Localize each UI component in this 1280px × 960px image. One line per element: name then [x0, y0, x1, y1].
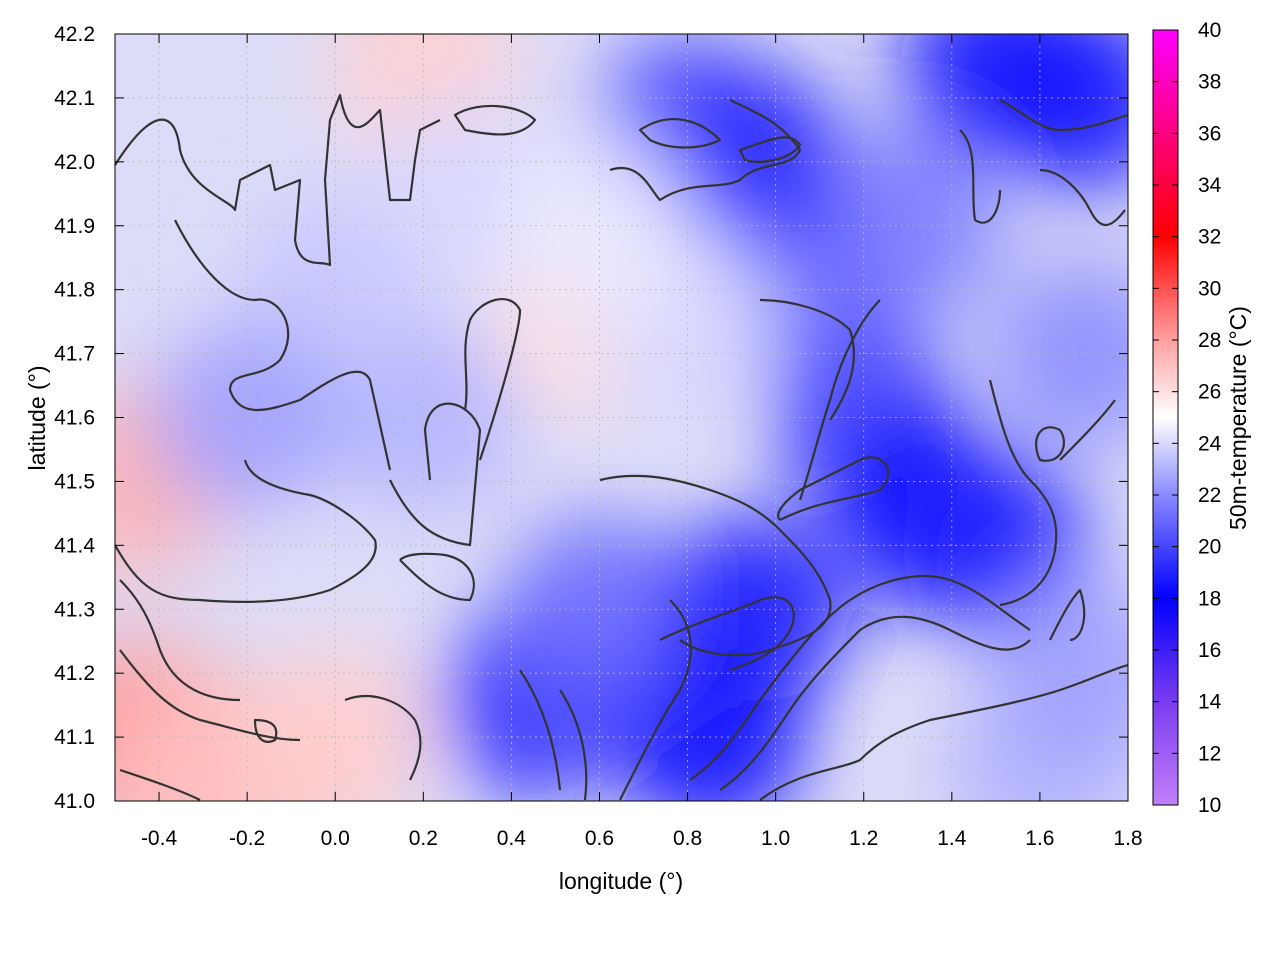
colorbar-tick-label: 20	[1198, 536, 1221, 559]
x-tick-label: 1.6	[1025, 827, 1054, 850]
x-tick-label: 0.0	[321, 827, 350, 850]
colorbar-tick-label: 26	[1198, 381, 1221, 404]
contour-line	[689, 574, 1031, 781]
colorbar-title: 50m-temperature (°C)	[1225, 306, 1251, 530]
colorbar-tick-label: 22	[1198, 484, 1221, 507]
y-tick-label: 41.4	[54, 534, 95, 557]
y-tick-label: 42.2	[54, 23, 95, 46]
y-tick-label: 42.1	[54, 87, 95, 110]
contour-line	[1039, 168, 1126, 227]
colorbar-gradient	[1152, 29, 1179, 806]
colorbar-tick-label: 30	[1198, 277, 1221, 300]
contour-line	[719, 615, 1031, 791]
x-tick-label: 0.8	[673, 827, 702, 850]
colorbar-tick-label: 24	[1198, 432, 1222, 455]
contour-line	[253, 718, 278, 743]
colorbar-tick-label: 10	[1198, 794, 1221, 817]
y-tick-label: 41.9	[54, 215, 95, 238]
heat-sample-29	[504, 130, 695, 321]
y-tick-label: 41.1	[54, 726, 95, 749]
heatmap-field	[115, 34, 1128, 801]
x-tick-label: 1.4	[937, 827, 967, 850]
x-tick-label: 1.8	[1113, 827, 1142, 850]
x-tick-label: 0.2	[409, 827, 438, 850]
contour-line	[119, 579, 241, 702]
contour-line	[119, 649, 301, 742]
contour-line	[798, 299, 881, 501]
x-tick-label: 1.2	[849, 827, 878, 850]
heat-sample-12	[504, 514, 695, 705]
colorbar-tick-label: 18	[1198, 587, 1221, 610]
contour-line	[659, 596, 795, 672]
contour-line	[519, 669, 588, 801]
x-tick-label: -0.4	[141, 827, 178, 850]
y-tick-label: 41.0	[54, 790, 95, 813]
colorbar-tick-label: 16	[1198, 639, 1221, 662]
contour-line	[389, 402, 482, 547]
colorbar-tick-label: 32	[1198, 226, 1221, 249]
y-tick-label: 41.8	[54, 279, 95, 302]
contour-line	[463, 298, 522, 461]
y-tick-label: 41.2	[54, 662, 95, 685]
heat-sample-23	[988, 34, 1128, 193]
contour-line	[619, 599, 692, 801]
contour-line	[777, 456, 890, 521]
contour-line	[609, 99, 802, 202]
y-tick-label: 41.7	[54, 343, 95, 366]
x-axis-title: longitude (°)	[559, 868, 683, 894]
y-axis-title: latitude (°)	[24, 365, 50, 470]
colorbar-tick-label: 14	[1198, 691, 1222, 714]
heat-sample-5	[240, 642, 431, 801]
colorbar-tick-label: 34	[1198, 174, 1222, 197]
contour-line	[999, 99, 1128, 132]
contour-line	[115, 93, 441, 267]
contour-line	[174, 219, 392, 471]
y-tick-label: 41.3	[54, 598, 95, 621]
contour-line	[988, 379, 1058, 607]
colorbar-tick-label: 12	[1198, 742, 1221, 765]
contour-lines	[115, 93, 1128, 801]
contour-line	[759, 663, 1128, 801]
y-tick-label: 41.6	[54, 407, 95, 430]
contour-line	[959, 129, 1002, 224]
colorbar-tick-label: 28	[1198, 329, 1221, 352]
contour-line	[119, 768, 201, 801]
colorbar-tick-label: 40	[1198, 19, 1221, 42]
contour-line	[344, 695, 422, 781]
x-tick-label: 1.0	[761, 827, 790, 850]
y-axis: 41.0 41.1 41.2 41.3 41.4 41.5 41.6 41.7 41.8 41.9…	[54, 23, 1128, 813]
contour-line	[1035, 399, 1116, 462]
heat-sample-14	[658, 514, 849, 705]
x-axis: -0.4 -0.2 0.0 0.2 0.4 0.6 0.8 1.0 1.2 1.4 1.6 1.8	[141, 34, 1143, 850]
y-tick-label: 41.5	[54, 470, 95, 493]
x-tick-label: 0.4	[497, 827, 527, 850]
colorbar-tick-label: 38	[1198, 71, 1221, 94]
contour-line	[399, 552, 475, 602]
grid-lines	[115, 34, 1128, 801]
contour-line	[638, 118, 722, 149]
heat-sample-26	[988, 258, 1128, 449]
y-tick-label: 42.0	[54, 151, 95, 174]
contour-line	[599, 474, 832, 657]
contour-line	[115, 459, 377, 604]
contour-line	[1049, 588, 1086, 642]
x-tick-label: 0.6	[585, 827, 614, 850]
contour-line	[453, 104, 537, 136]
x-tick-label: -0.2	[229, 827, 265, 850]
contour-line	[759, 298, 855, 421]
plot-area	[114, 33, 1129, 802]
colorbar-tick-label: 36	[1198, 122, 1221, 145]
colorbar: 10 12 14 16 18 20 22 24 26 28 30 32 34 36 38 40	[1152, 19, 1222, 817]
contour-line	[738, 136, 802, 163]
